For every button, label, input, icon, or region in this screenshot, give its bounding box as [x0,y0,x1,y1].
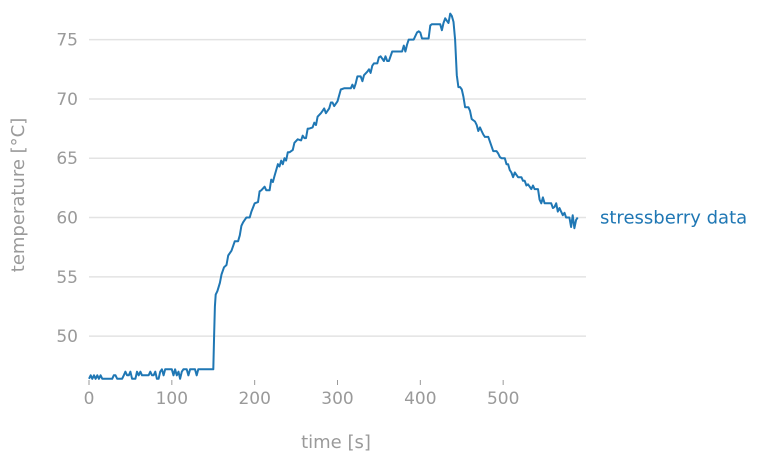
x-tick-label-100: 100 [156,389,188,409]
x-axis-ticks: 0 100 200 300 400 500 [84,380,519,409]
series-group: stressberry data [88,12,747,380]
x-tick-label-500: 500 [487,389,519,409]
y-tick-label-55: 55 [56,268,78,288]
y-tick-label-50: 50 [56,327,78,347]
y-tick-label-75: 75 [56,31,78,51]
y-axis-label: temperature [°C] [8,118,29,272]
x-tick-label-300: 300 [321,389,353,409]
x-tick-label-0: 0 [84,389,95,409]
y-tick-label-70: 70 [56,90,78,110]
y-axis-ticks: 50 55 60 65 70 75 [56,31,78,347]
y-tick-label-60: 60 [56,209,78,229]
series-label-0: stressberry data [600,208,747,229]
x-axis-label: time [s] [301,432,371,453]
y-tick-label-65: 65 [56,149,78,169]
x-tick-label-400: 400 [404,389,436,409]
x-tick-label-200: 200 [238,389,270,409]
series-line-0 [88,12,579,380]
grid-lines [89,38,586,337]
